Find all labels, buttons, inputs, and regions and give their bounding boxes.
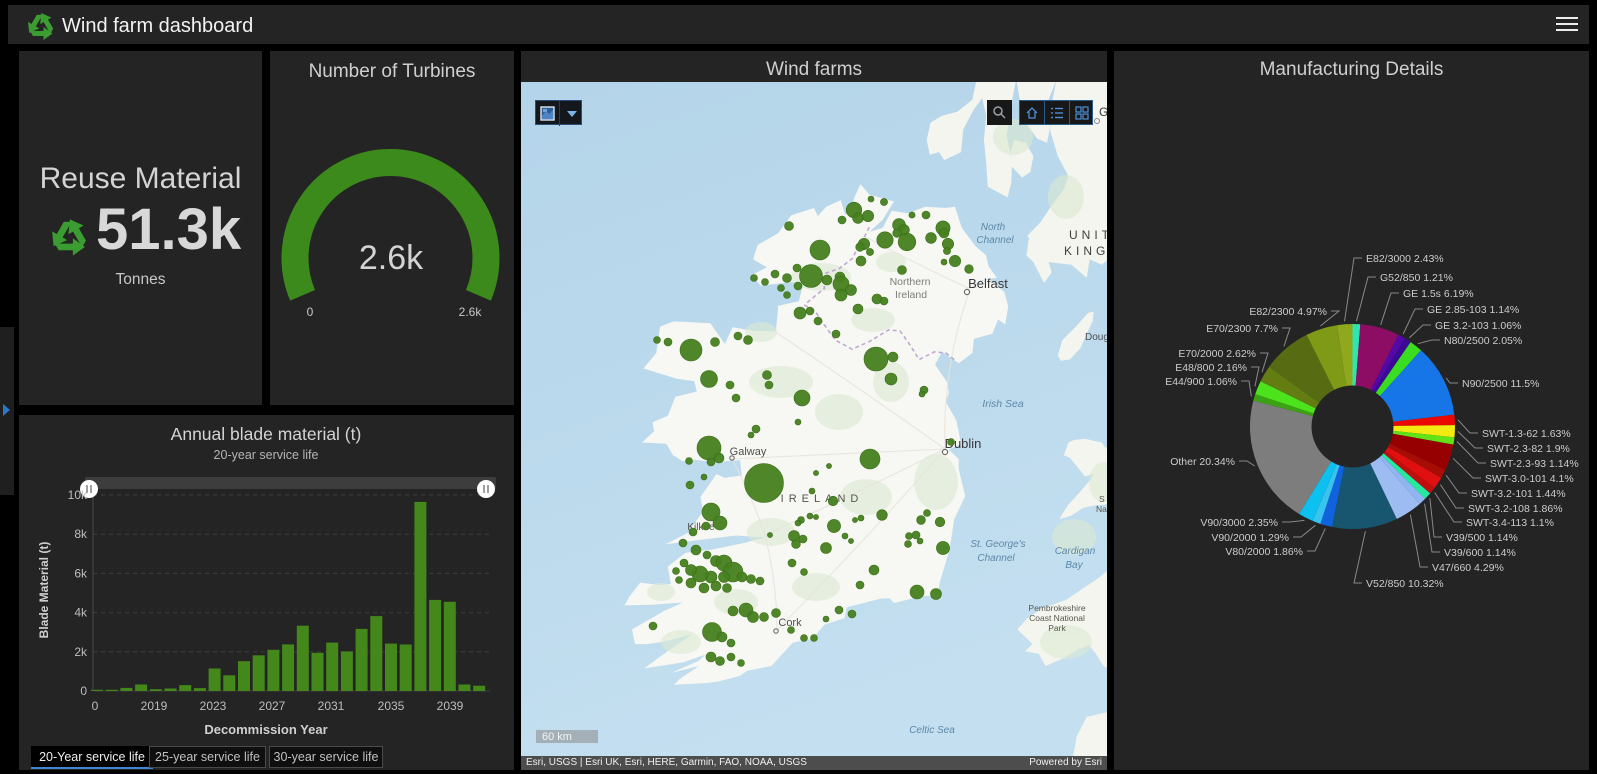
svg-text:V90/3000 2.35%: V90/3000 2.35% bbox=[1200, 517, 1278, 529]
svg-text:SWT-1.3-62 1.63%: SWT-1.3-62 1.63% bbox=[1482, 428, 1571, 440]
svg-text:V39/600 1.14%: V39/600 1.14% bbox=[1444, 547, 1516, 559]
svg-text:2035: 2035 bbox=[378, 699, 405, 713]
svg-text:Dougl: Dougl bbox=[1085, 332, 1107, 343]
svg-text:Na: Na bbox=[1096, 504, 1107, 514]
svg-text:Belfast: Belfast bbox=[968, 276, 1008, 291]
svg-text:G: G bbox=[1099, 105, 1107, 119]
svg-text:V90/2000 1.29%: V90/2000 1.29% bbox=[1211, 532, 1289, 544]
svg-text:8k: 8k bbox=[74, 527, 88, 541]
svg-text:6k: 6k bbox=[74, 566, 88, 580]
svg-text:2027: 2027 bbox=[259, 699, 286, 713]
svg-text:Cardigan: Cardigan bbox=[1055, 546, 1096, 557]
svg-text:Ireland: Ireland bbox=[895, 289, 927, 301]
svg-text:IRELAND: IRELAND bbox=[781, 493, 864, 505]
svg-text:N80/2500 2.05%: N80/2500 2.05% bbox=[1444, 335, 1522, 347]
svg-text:V52/850 10.32%: V52/850 10.32% bbox=[1366, 578, 1444, 590]
svg-text:Park: Park bbox=[1048, 623, 1066, 633]
svg-text:V47/660 4.29%: V47/660 4.29% bbox=[1432, 562, 1504, 574]
svg-text:GE 1.5s 6.19%: GE 1.5s 6.19% bbox=[1403, 288, 1474, 300]
svg-text:Annual blade material (t): Annual blade material (t) bbox=[171, 424, 362, 444]
svg-text:SWT-3.0-101 4.1%: SWT-3.0-101 4.1% bbox=[1485, 473, 1574, 485]
svg-text:SWT-3.2-101 1.44%: SWT-3.2-101 1.44% bbox=[1471, 488, 1566, 500]
svg-text:Bay: Bay bbox=[1065, 560, 1083, 571]
svg-text:Blade Material (t): Blade Material (t) bbox=[37, 542, 51, 639]
svg-text:0: 0 bbox=[80, 684, 87, 698]
svg-text:Cork: Cork bbox=[778, 617, 802, 629]
svg-text:20-year service life: 20-year service life bbox=[214, 448, 319, 462]
svg-text:North: North bbox=[981, 222, 1006, 233]
svg-text:2019: 2019 bbox=[141, 699, 168, 713]
svg-text:Galway: Galway bbox=[730, 446, 767, 458]
svg-text:Channel: Channel bbox=[976, 235, 1014, 246]
svg-text:SWT-3.2-108 1.86%: SWT-3.2-108 1.86% bbox=[1468, 503, 1563, 515]
svg-text:2k: 2k bbox=[74, 645, 88, 659]
svg-text:Northern: Northern bbox=[890, 276, 931, 288]
svg-text:E70/2000 2.62%: E70/2000 2.62% bbox=[1178, 348, 1256, 360]
svg-text:GE 2.85-103 1.14%: GE 2.85-103 1.14% bbox=[1427, 304, 1519, 316]
svg-text:0: 0 bbox=[307, 305, 314, 319]
svg-text:E48/800 2.16%: E48/800 2.16% bbox=[1175, 362, 1247, 374]
svg-text:UNIT: UNIT bbox=[1069, 228, 1107, 242]
svg-text:0: 0 bbox=[92, 699, 99, 713]
svg-text:SWT-3.4-113 1.1%: SWT-3.4-113 1.1% bbox=[1466, 517, 1554, 529]
svg-text:2039: 2039 bbox=[437, 699, 464, 713]
svg-text:Celtic Sea: Celtic Sea bbox=[909, 725, 955, 736]
svg-text:GE 3.2-103 1.06%: GE 3.2-103 1.06% bbox=[1435, 320, 1521, 332]
svg-text:E70/2300 7.7%: E70/2300 7.7% bbox=[1206, 323, 1278, 335]
svg-text:2031: 2031 bbox=[318, 699, 345, 713]
svg-text:2023: 2023 bbox=[200, 699, 227, 713]
svg-text:SWT-2.3-93 1.14%: SWT-2.3-93 1.14% bbox=[1490, 458, 1579, 470]
svg-text:V39/500 1.14%: V39/500 1.14% bbox=[1446, 532, 1518, 544]
svg-text:Coast National: Coast National bbox=[1029, 613, 1085, 623]
svg-text:Kilkee: Kilkee bbox=[687, 522, 715, 533]
svg-text:N90/2500 11.5%: N90/2500 11.5% bbox=[1462, 378, 1539, 390]
svg-text:Channel: Channel bbox=[977, 553, 1015, 564]
svg-text:S: S bbox=[1099, 494, 1105, 504]
svg-text:2.6k: 2.6k bbox=[459, 305, 483, 319]
svg-text:E82/3000 2.43%: E82/3000 2.43% bbox=[1366, 253, 1444, 265]
svg-text:E82/2300 4.97%: E82/2300 4.97% bbox=[1249, 306, 1327, 318]
svg-text:60 km: 60 km bbox=[542, 731, 572, 743]
svg-text:St. George's: St. George's bbox=[970, 539, 1025, 550]
svg-text:Decommission Year: Decommission Year bbox=[204, 722, 327, 737]
svg-text:V80/2000 1.86%: V80/2000 1.86% bbox=[1225, 546, 1303, 558]
svg-text:10k: 10k bbox=[68, 488, 88, 502]
svg-text:Pembrokeshire: Pembrokeshire bbox=[1028, 603, 1085, 613]
svg-text:G52/850 1.21%: G52/850 1.21% bbox=[1380, 272, 1453, 284]
svg-text:2.6k: 2.6k bbox=[359, 239, 424, 277]
svg-text:4k: 4k bbox=[74, 606, 88, 620]
svg-text:E44/900 1.06%: E44/900 1.06% bbox=[1165, 376, 1237, 388]
svg-text:Irish Sea: Irish Sea bbox=[982, 398, 1024, 410]
svg-text:Other 20.34%: Other 20.34% bbox=[1170, 456, 1235, 468]
svg-text:SWT-2.3-82 1.9%: SWT-2.3-82 1.9% bbox=[1487, 443, 1570, 455]
